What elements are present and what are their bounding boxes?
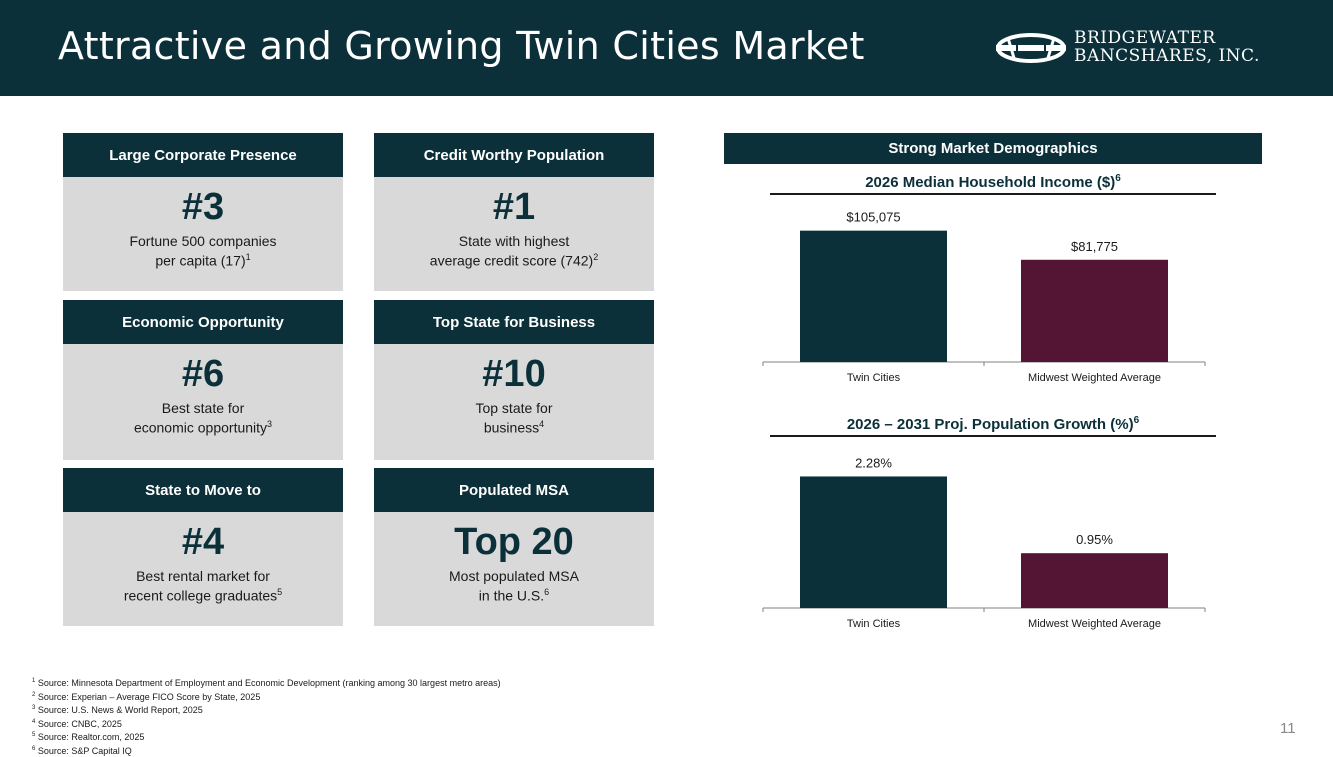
footnote-text: Source: Realtor.com, 2025	[38, 732, 145, 742]
header-bar: Attractive and Growing Twin Cities Marke…	[0, 0, 1333, 96]
card-desc-line1: Best rental market for	[136, 568, 270, 584]
card-rank: #6	[63, 344, 343, 396]
logo-text-line2: BANCSHARES, INC.	[1074, 46, 1260, 66]
data-label: $81,775	[1071, 239, 1118, 254]
card-body: #4 Best rental market for recent college …	[63, 512, 343, 626]
card-desc-line1: State with highest	[459, 233, 570, 249]
card-desc-line1: Best state for	[162, 400, 244, 416]
demographics-header: Strong Market Demographics	[724, 133, 1262, 164]
bar-twin-cities	[800, 231, 947, 362]
card-heading: Economic Opportunity	[63, 300, 343, 344]
card-heading: State to Move to	[63, 468, 343, 512]
card-desc-line2: business	[484, 420, 539, 436]
card-rank: #1	[374, 177, 654, 229]
card-rank: Top 20	[374, 512, 654, 564]
footnote-item: 4 Source: CNBC, 2025	[32, 717, 501, 731]
card-credit-worthy: Credit Worthy Population #1 State with h…	[374, 133, 654, 291]
footnote-text: Source: CNBC, 2025	[38, 719, 122, 729]
population-chart-title-text: 2026 – 2031 Proj. Population Growth (%)	[847, 416, 1134, 433]
card-desc-line1: Fortune 500 companies	[129, 233, 276, 249]
card-desc-line2: per capita (17)	[155, 253, 245, 269]
footnote-number: 4	[32, 719, 35, 725]
card-rank: #3	[63, 177, 343, 229]
footnote-number: 5	[32, 732, 35, 738]
card-footnote-ref: 1	[246, 252, 251, 262]
card-rank: #10	[374, 344, 654, 396]
footnote-text: Source: U.S. News & World Report, 2025	[38, 705, 203, 715]
card-body: #6 Best state for economic opportunity3	[63, 344, 343, 460]
card-description: Top state for business4	[374, 400, 654, 436]
card-body: #1 State with highest average credit scor…	[374, 177, 654, 291]
footnote-item: 5 Source: Realtor.com, 2025	[32, 730, 501, 744]
footnote-item: 6 Source: S&P Capital IQ	[32, 744, 501, 757]
card-heading: Large Corporate Presence	[63, 133, 343, 177]
footnote-item: 3 Source: U.S. News & World Report, 2025	[32, 703, 501, 717]
bridge-logo-icon	[994, 28, 1068, 68]
card-top-state-business: Top State for Business #10 Top state for…	[374, 300, 654, 460]
card-description: Most populated MSA in the U.S.6	[374, 568, 654, 604]
card-description: Best state for economic opportunity3	[63, 400, 343, 436]
footnote-text: Source: S&P Capital IQ	[38, 746, 132, 756]
card-economic-opportunity: Economic Opportunity #6 Best state for ec…	[63, 300, 343, 460]
income-bar-chart: $105,075 Twin Cities $81,775 Midwest Weight…	[760, 194, 1210, 424]
card-desc-line2: recent college graduates	[124, 588, 277, 604]
card-footnote-ref: 6	[544, 587, 549, 597]
population-chart-title-ref: 6	[1134, 415, 1140, 426]
card-heading: Populated MSA	[374, 468, 654, 512]
page-number: 11	[1280, 720, 1296, 737]
population-chart-title: 2026 – 2031 Proj. Population Growth (%)6	[770, 415, 1216, 437]
income-chart-title: 2026 Median Household Income ($)6	[770, 173, 1216, 195]
bar-twin-cities	[800, 476, 947, 608]
card-rank: #4	[63, 512, 343, 564]
card-populated-msa: Populated MSA Top 20 Most populated MSA i…	[374, 468, 654, 626]
card-body: #10 Top state for business4	[374, 344, 654, 460]
income-chart-title-text: 2026 Median Household Income ($)	[865, 174, 1115, 191]
category-label: Twin Cities	[847, 618, 901, 630]
footnotes: 1 Source: Minnesota Department of Employ…	[32, 676, 501, 757]
card-desc-line2: in the U.S.	[479, 588, 544, 604]
page-title: Attractive and Growing Twin Cities Marke…	[58, 24, 865, 68]
card-heading: Credit Worthy Population	[374, 133, 654, 177]
card-state-to-move: State to Move to #4 Best rental market f…	[63, 468, 343, 626]
card-corporate-presence: Large Corporate Presence #3 Fortune 500 …	[63, 133, 343, 291]
card-description: Fortune 500 companies per capita (17)1	[63, 233, 343, 269]
footnote-item: 2 Source: Experian – Average FICO Score …	[32, 690, 501, 704]
income-chart-title-ref: 6	[1115, 173, 1121, 184]
footnote-number: 3	[32, 705, 35, 711]
card-desc-line1: Most populated MSA	[449, 568, 579, 584]
card-desc-line2: average credit score (742)	[430, 253, 593, 269]
bar-midwest-average	[1021, 553, 1168, 608]
card-description: State with highest average credit score (…	[374, 233, 654, 269]
data-label: $105,075	[846, 210, 900, 225]
data-label: 2.28%	[855, 455, 892, 470]
card-footnote-ref: 2	[593, 252, 598, 262]
category-label: Midwest Weighted Average	[1028, 372, 1161, 384]
card-desc-line2: economic opportunity	[134, 420, 267, 436]
footnote-text: Source: Experian – Average FICO Score by…	[38, 692, 260, 702]
card-description: Best rental market for recent college gra…	[63, 568, 343, 604]
card-footnote-ref: 3	[267, 419, 272, 429]
category-label: Midwest Weighted Average	[1028, 618, 1161, 630]
footnote-item: 1 Source: Minnesota Department of Employ…	[32, 676, 501, 690]
footnote-number: 2	[32, 692, 35, 698]
card-body: Top 20 Most populated MSA in the U.S.6	[374, 512, 654, 626]
data-label: 0.95%	[1076, 532, 1113, 547]
bar-midwest-average	[1021, 260, 1168, 362]
company-logo: BRIDGEWATER BANCSHARES, INC.	[994, 28, 1264, 68]
footnote-number: 1	[32, 678, 35, 684]
card-footnote-ref: 4	[539, 419, 544, 429]
population-bar-chart: 2.28% Twin Cities 0.95% Midwest Weighted Av…	[760, 440, 1210, 670]
card-footnote-ref: 5	[277, 587, 282, 597]
card-body: #3 Fortune 500 companies per capita (17)1	[63, 177, 343, 291]
card-heading: Top State for Business	[374, 300, 654, 344]
footnote-text: Source: Minnesota Department of Employme…	[38, 678, 501, 688]
card-desc-line1: Top state for	[475, 400, 552, 416]
category-label: Twin Cities	[847, 372, 901, 384]
logo-text-line1: BRIDGEWATER	[1074, 28, 1216, 48]
